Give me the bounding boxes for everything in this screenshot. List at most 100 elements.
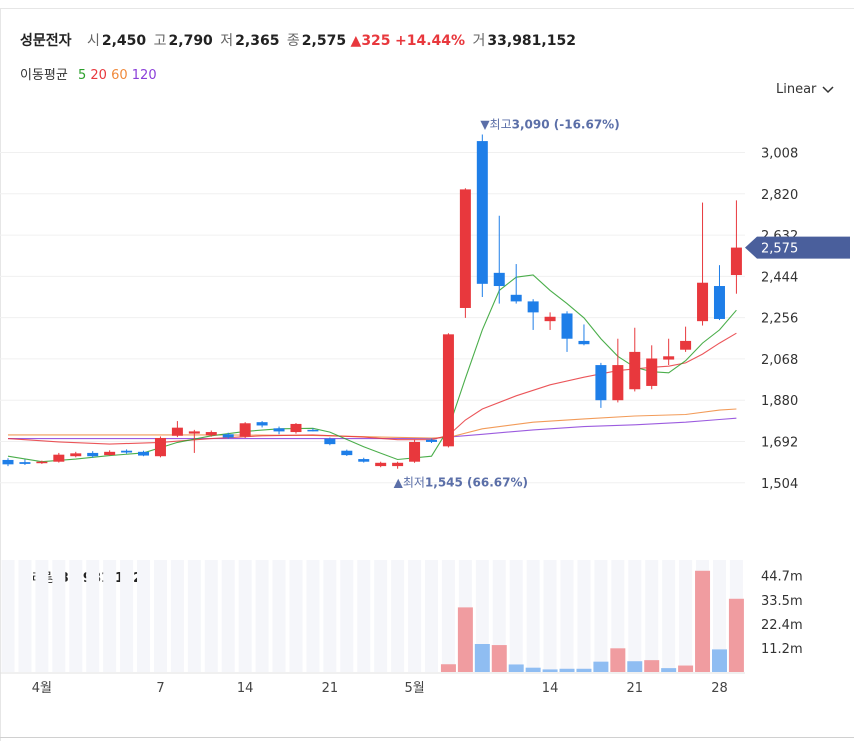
- moving-average-legend: 이동평균 5 20 60 120: [20, 64, 157, 83]
- candle: [290, 423, 302, 434]
- candle-body: [19, 462, 31, 464]
- candle-body: [2, 459, 14, 465]
- volume-bar: [491, 645, 507, 672]
- scale-dropdown[interactable]: Linear: [776, 82, 834, 97]
- candle: [154, 436, 166, 458]
- volume-column-bg: [238, 560, 252, 672]
- price-axis: 3,0082,8202,6322,4442,2562,0681,8801,692…: [761, 147, 798, 492]
- candle-body: [476, 141, 488, 284]
- date-tick-label: 21: [627, 681, 644, 696]
- current-price-label: 2,575: [761, 242, 798, 257]
- candle: [87, 451, 99, 458]
- candle-body: [612, 365, 624, 401]
- volume-background: [1, 560, 743, 672]
- volume-bar: [695, 570, 711, 672]
- volume-column-bg: [611, 560, 625, 672]
- volume-bar: [474, 644, 490, 672]
- candle: [544, 312, 556, 330]
- candle: [375, 461, 387, 468]
- volume-column-bg: [357, 560, 371, 672]
- volume-column-bg: [425, 560, 438, 672]
- volume-column-bg: [221, 560, 235, 672]
- volume-column-bg: [137, 560, 151, 672]
- low-value: 2,365: [235, 33, 280, 49]
- candle: [138, 450, 150, 457]
- candle-body: [222, 434, 234, 438]
- volume-column-bg: [204, 560, 218, 672]
- volume-bar: [542, 669, 558, 672]
- price-tick-label: 1,692: [761, 436, 798, 451]
- candle-body: [36, 461, 48, 464]
- ma-120-label[interactable]: 120: [131, 68, 157, 83]
- volume-bar: [728, 598, 744, 672]
- volume-column-bg: [69, 560, 83, 672]
- volume-column-bg: [52, 560, 66, 672]
- candle-body: [188, 431, 200, 434]
- volume-column-bg: [594, 560, 608, 672]
- candle-body: [713, 286, 725, 319]
- volume-column-bg: [560, 560, 574, 672]
- volume-bar: [610, 648, 626, 672]
- ma-60-label[interactable]: 60: [111, 68, 128, 83]
- frame-bottom-border: [0, 737, 854, 738]
- candle: [273, 426, 285, 435]
- price-tick-label: 1,880: [761, 394, 798, 409]
- volume-bar: [661, 668, 677, 672]
- price-header: 성문전자 시 2,450 고 2,790 저 2,365 종 2,575 ▲325 +1…: [20, 30, 576, 50]
- volume-column-bg: [577, 560, 591, 672]
- volume-column-bg: [153, 560, 167, 672]
- candle: [442, 333, 454, 448]
- candle: [578, 324, 590, 346]
- candle-body: [459, 189, 471, 308]
- ma60-line: [8, 408, 737, 439]
- ma-5-label[interactable]: 5: [77, 68, 87, 83]
- frame-left-border: [0, 8, 1, 741]
- candle: [697, 202, 709, 326]
- candle-body: [256, 422, 268, 426]
- candle-body: [121, 450, 133, 453]
- high-value: 2,790: [168, 33, 213, 49]
- volume-column-bg: [255, 560, 269, 672]
- chevron-down-icon: [822, 85, 834, 93]
- candle: [104, 450, 116, 456]
- candle: [680, 326, 692, 352]
- candle-body: [392, 462, 404, 467]
- price-tick-label: 2,256: [761, 312, 798, 327]
- candle: [53, 452, 65, 463]
- volume-bar: [678, 665, 694, 672]
- volume-column-bg: [323, 560, 337, 672]
- ma120-line: [8, 417, 737, 440]
- candle: [171, 421, 183, 438]
- volume-column-bg: [543, 560, 557, 672]
- candle-body: [730, 247, 742, 276]
- candle: [358, 457, 370, 463]
- candle-body: [53, 454, 65, 462]
- candle: [527, 299, 539, 330]
- volume-bar: [559, 668, 575, 672]
- candle-body: [273, 428, 285, 432]
- volume-bar: [440, 664, 456, 672]
- price-tick-label: 1,504: [761, 477, 798, 492]
- volume-bar: [711, 649, 727, 672]
- date-tick-label: 21: [322, 681, 339, 696]
- candle-body: [324, 438, 336, 445]
- close-label: 종: [286, 33, 300, 49]
- candle-body: [70, 453, 82, 457]
- candle: [188, 429, 200, 453]
- candle: [612, 338, 624, 403]
- candle: [476, 134, 488, 297]
- price-tick-label: 2,068: [761, 353, 798, 368]
- volume-column-bg: [187, 560, 201, 672]
- volume-bar: [576, 668, 592, 672]
- volume-column-bg: [1, 560, 15, 672]
- candle-body: [646, 358, 658, 386]
- volume-tick-label: 22.4m: [761, 618, 803, 633]
- ma-20-label[interactable]: 20: [90, 68, 107, 83]
- volume-bar: [593, 661, 609, 672]
- annotations: ▼최고3,090 (-16.67%) ▲최저1,545 (66.67%) 2,5…: [394, 117, 850, 490]
- price-gridlines: [0, 152, 745, 484]
- candle: [341, 449, 353, 456]
- volume-column-bg: [272, 560, 286, 672]
- volume-column-bg: [35, 560, 49, 672]
